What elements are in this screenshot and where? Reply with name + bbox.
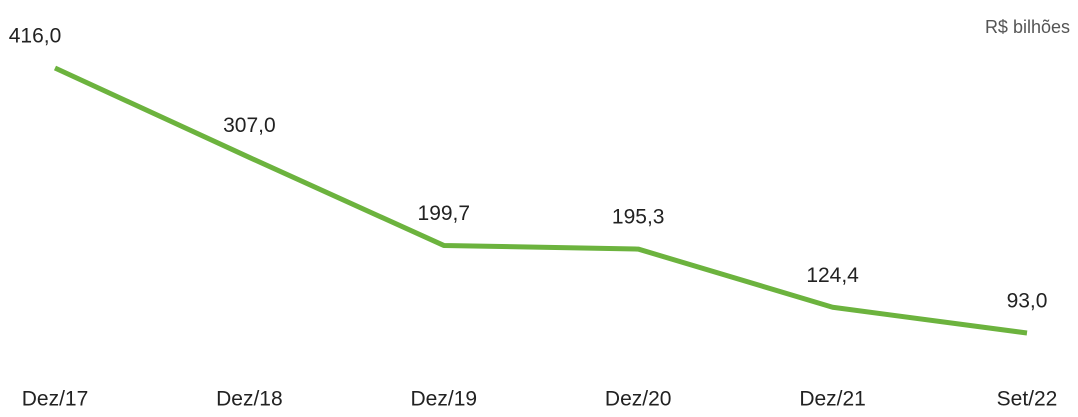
data-label: 307,0 (223, 114, 276, 137)
x-tick-label: Dez/18 (216, 388, 283, 411)
data-label: 93,0 (1007, 290, 1048, 313)
x-tick-label: Dez/19 (411, 388, 478, 411)
x-tick-label: Dez/20 (605, 388, 672, 411)
data-label: 124,4 (806, 264, 859, 287)
x-tick-label: Dez/17 (22, 388, 89, 411)
data-label: 199,7 (418, 202, 471, 225)
x-tick-label: Set/22 (997, 388, 1058, 411)
x-tick-label: Dez/21 (799, 388, 866, 411)
data-label: 195,3 (612, 206, 665, 229)
data-label: 416,0 (9, 25, 62, 48)
data-line (53, 65, 1028, 336)
unit-label: R$ bilhões (985, 17, 1070, 37)
